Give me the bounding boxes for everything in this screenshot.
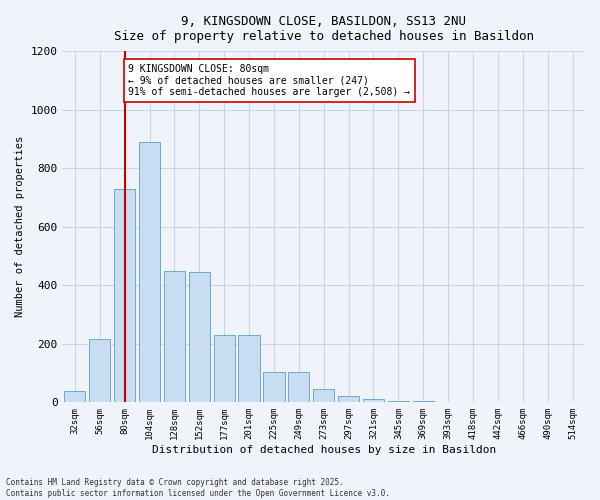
Bar	[388, 401, 409, 402]
Bar	[214, 335, 235, 402]
Bar	[288, 372, 310, 402]
Bar	[238, 335, 260, 402]
Bar	[139, 142, 160, 403]
Text: 9 KINGSDOWN CLOSE: 80sqm
← 9% of detached houses are smaller (247)
91% of semi-d: 9 KINGSDOWN CLOSE: 80sqm ← 9% of detache…	[128, 64, 410, 98]
Bar	[114, 188, 135, 402]
Bar	[263, 372, 284, 402]
Bar	[89, 340, 110, 402]
Bar	[363, 400, 384, 402]
X-axis label: Distribution of detached houses by size in Basildon: Distribution of detached houses by size …	[152, 445, 496, 455]
Bar	[313, 389, 334, 402]
Y-axis label: Number of detached properties: Number of detached properties	[15, 136, 25, 318]
Bar	[189, 272, 210, 402]
Title: 9, KINGSDOWN CLOSE, BASILDON, SS13 2NU
Size of property relative to detached hou: 9, KINGSDOWN CLOSE, BASILDON, SS13 2NU S…	[114, 15, 534, 43]
Bar	[164, 270, 185, 402]
Text: Contains HM Land Registry data © Crown copyright and database right 2025.
Contai: Contains HM Land Registry data © Crown c…	[6, 478, 390, 498]
Bar	[64, 390, 85, 402]
Bar	[338, 396, 359, 402]
